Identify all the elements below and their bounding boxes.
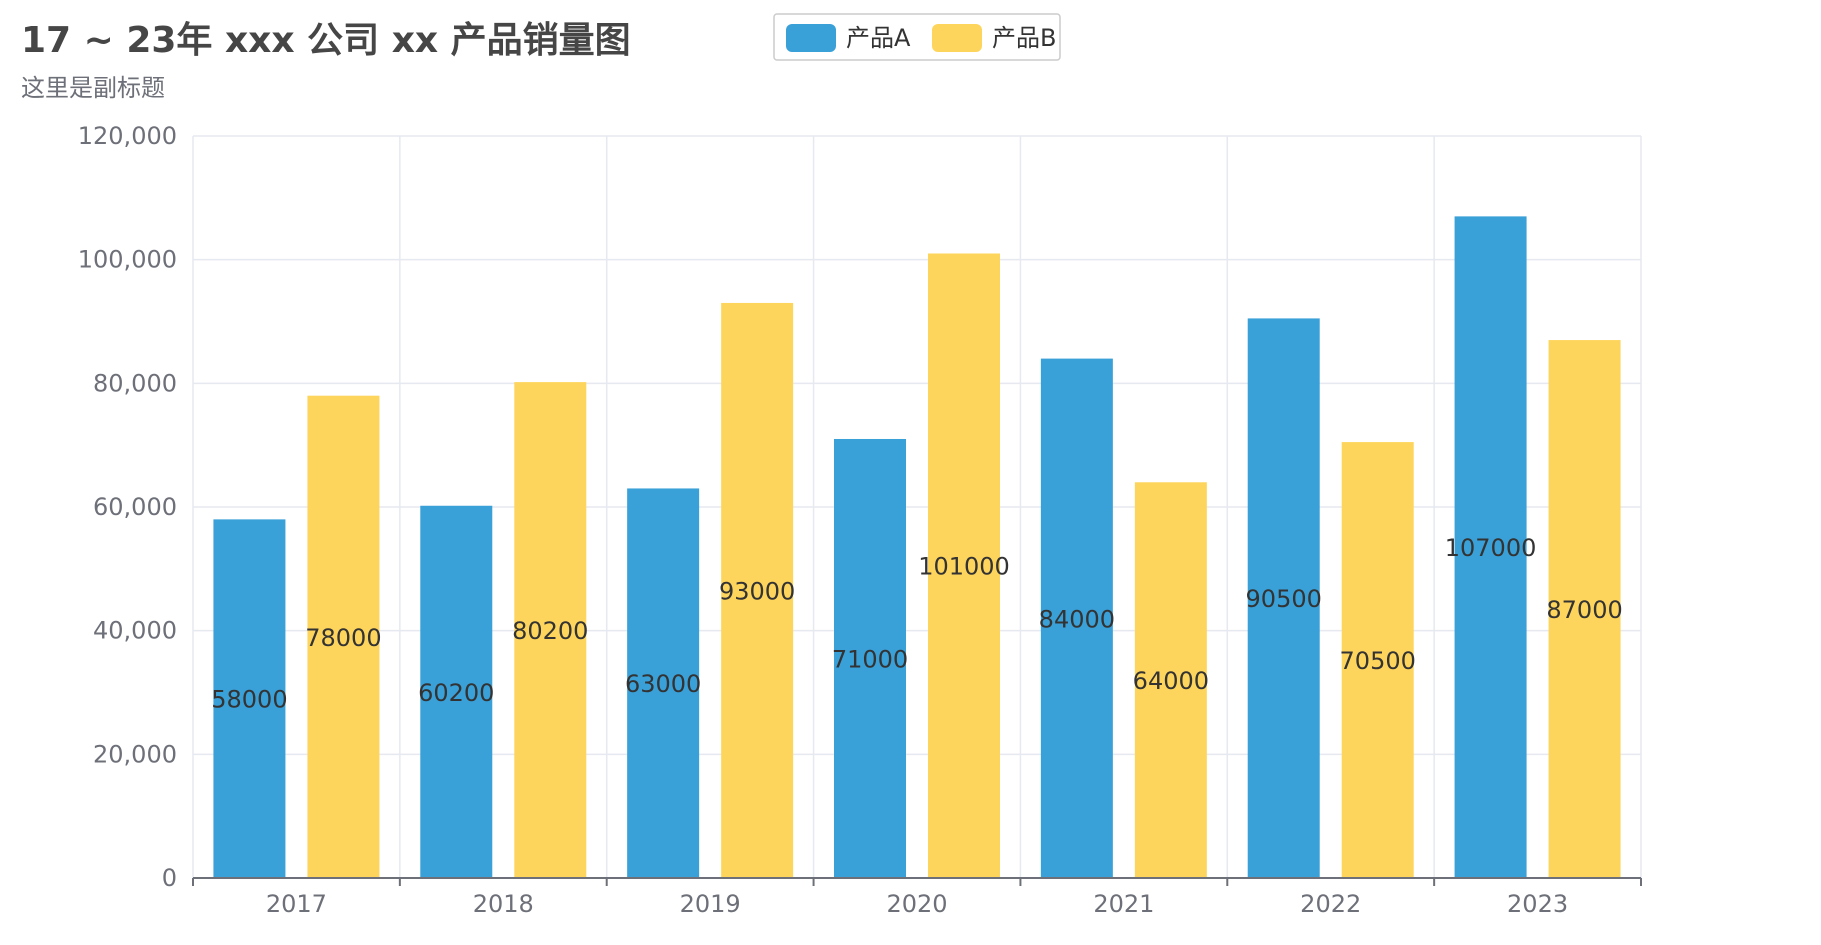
bar-data-label: 60200 (418, 679, 494, 707)
bar-data-label: 107000 (1445, 534, 1537, 562)
x-tick-label: 2017 (266, 890, 327, 918)
bar-series-a-2023[interactable] (1454, 216, 1527, 879)
bar-series-b-2018[interactable] (514, 382, 587, 878)
legend-swatch (786, 24, 836, 52)
x-tick-label: 2019 (680, 890, 741, 918)
bar-series-a-2021[interactable] (1040, 358, 1113, 879)
bar-series-a-2020[interactable] (834, 438, 906, 878)
legend-label: 产品A (846, 24, 911, 52)
bar-series-b-2020[interactable] (928, 253, 1000, 878)
grid-lines (192, 135, 1642, 878)
legend: 产品A 产品B (773, 13, 1061, 61)
bar-data-label: 84000 (1039, 605, 1115, 633)
legend-label: 产品B (992, 24, 1056, 52)
bar-data-label: 90500 (1246, 585, 1322, 613)
x-tick-label: 2023 (1507, 890, 1568, 918)
bar-series-b-2021[interactable] (1134, 482, 1207, 878)
bar-series-a-2022[interactable] (1247, 318, 1320, 878)
bars: 58000 78000 60200 80200 63000 93000 71000 10100… (211, 216, 1623, 879)
y-tick-label: 20,000 (93, 740, 177, 768)
bar-data-label: 93000 (719, 577, 795, 605)
y-tick-label: 40,000 (93, 617, 177, 645)
legend-box (773, 13, 1061, 61)
bar-series-a-2019[interactable] (627, 488, 700, 878)
legend-swatch (932, 24, 982, 52)
bar-series-a-2018[interactable] (420, 505, 493, 878)
y-tick-label: 60,000 (93, 493, 177, 521)
bar-data-label: 71000 (832, 645, 908, 673)
legend-item-series-a[interactable]: 产品A (786, 24, 911, 52)
y-tick-label: 0 (162, 864, 177, 892)
x-tick-label: 2020 (886, 890, 947, 918)
x-axis: 2017 2018 2019 2020 2021 2022 2023 (192, 877, 1642, 918)
chart-subtitle: 这里是副标题 (21, 74, 165, 102)
bar-series-b-2022[interactable] (1341, 442, 1414, 878)
bar-data-label: 101000 (918, 553, 1010, 581)
y-tick-label: 80,000 (93, 369, 177, 397)
legend-item-series-b[interactable]: 产品B (932, 24, 1056, 52)
x-tick-label: 2021 (1093, 890, 1154, 918)
bar-series-a-2017[interactable] (213, 519, 286, 878)
bar-data-label: 78000 (305, 624, 381, 652)
bar-data-label: 58000 (211, 686, 287, 714)
bar-data-label: 80200 (512, 617, 588, 645)
y-axis: 0 20,000 40,000 60,000 80,000 100,000 120,000 (78, 122, 177, 892)
bar-data-label: 87000 (1546, 596, 1622, 624)
bar-series-b-2023[interactable] (1548, 340, 1621, 878)
bar-series-b-2017[interactable] (307, 395, 380, 878)
x-tick-label: 2022 (1300, 890, 1361, 918)
x-tick-label: 2018 (473, 890, 534, 918)
bar-data-label: 64000 (1133, 667, 1209, 695)
bar-data-label: 70500 (1340, 647, 1416, 675)
y-tick-label: 100,000 (78, 246, 177, 274)
y-tick-label: 120,000 (78, 122, 177, 150)
chart-title: 17 ~ 23年 xxx 公司 xx 产品销量图 (21, 20, 631, 61)
bar-series-b-2019[interactable] (721, 302, 794, 878)
bar-data-label: 63000 (625, 670, 701, 698)
